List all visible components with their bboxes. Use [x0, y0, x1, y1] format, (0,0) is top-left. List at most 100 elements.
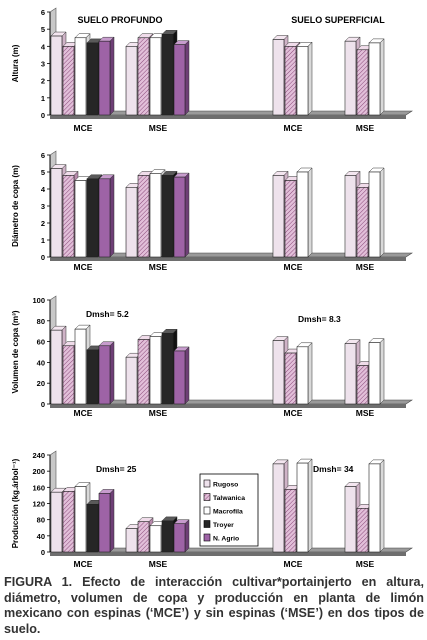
bar-macrofila	[296, 171, 309, 258]
y-tick-label: 0	[41, 253, 45, 262]
bar-talwanica	[284, 489, 297, 553]
category-label: MSE	[356, 559, 375, 569]
chart-panel-1: 0 1 2 3 4 5 6 Altura (m) MCE MSE MCE MSE SUELO PROFU…	[11, 7, 413, 133]
bar-macrofila	[368, 463, 381, 553]
bar-n-agrio	[173, 350, 186, 405]
y-tick-label: 2	[41, 77, 45, 86]
group-label: SUELO SUPERFICIAL	[291, 15, 385, 25]
bar-rugoso	[272, 340, 285, 405]
bar-side	[379, 459, 385, 553]
category-label: MCE	[74, 408, 93, 418]
bar-side	[184, 346, 190, 405]
legend-swatch	[203, 493, 211, 501]
bar-macrofila	[368, 42, 381, 116]
bar-rugoso	[344, 40, 357, 116]
category-label: MCE	[74, 123, 93, 133]
chart-panel-3: 0 20 40 60 80 100 Volumen de copa (m³) MCE MSE MC…	[11, 295, 413, 418]
y-tick-label: 2	[41, 219, 45, 228]
y-tick-label: 4	[41, 42, 46, 51]
bar-troyer	[161, 175, 174, 258]
bar-talwanica	[62, 491, 75, 553]
bar-rugoso	[272, 39, 285, 116]
bar-side	[109, 174, 115, 258]
legend-swatch	[203, 506, 211, 515]
y-tick-label: 80	[37, 317, 45, 326]
dmsh-annotation: Dmsh= 8.3	[298, 314, 341, 324]
y-axis-label: Volumen de copa (m³)	[11, 310, 20, 393]
category-label: MSE	[149, 408, 168, 418]
y-tick-label: 5	[41, 25, 45, 34]
bar-macrofila	[149, 525, 162, 553]
bar-macrofila	[296, 346, 309, 405]
bar-talwanica	[356, 49, 369, 116]
floor-edge	[50, 404, 406, 408]
legend-swatch	[203, 520, 211, 528]
category-label: MSE	[149, 559, 168, 569]
bar-side	[307, 167, 313, 258]
legend-swatch	[203, 479, 211, 488]
legend-label: N. Agrio	[213, 536, 239, 543]
bar-macrofila	[74, 37, 87, 116]
category-label: MCE	[74, 262, 93, 272]
bar-talwanica	[137, 175, 150, 258]
bar-troyer	[161, 520, 174, 553]
dmsh-annotation: Dmsh= 25	[96, 464, 137, 474]
bar-rugoso	[344, 175, 357, 258]
bar-n-agrio	[173, 176, 186, 258]
bar-macrofila	[149, 37, 162, 116]
bar-macrofila	[368, 342, 381, 405]
y-tick-label: 1	[41, 94, 45, 103]
y-tick-label: 0	[41, 111, 45, 120]
dmsh-annotation: Dmsh= 5.2	[86, 309, 129, 319]
y-tick-label: 240	[32, 451, 45, 460]
y-tick-label: 6	[41, 151, 45, 160]
y-tick-label: 0	[41, 400, 45, 409]
bar-macrofila	[368, 171, 381, 258]
y-tick-label: 80	[37, 516, 45, 525]
floor-edge	[50, 257, 406, 261]
bar-macrofila	[149, 173, 162, 258]
bar-n-agrio	[98, 40, 111, 116]
bar-talwanica	[284, 46, 297, 116]
y-tick-label: 0	[41, 548, 45, 557]
category-label: MCE	[74, 559, 93, 569]
bar-n-agrio	[98, 178, 111, 258]
y-tick-label: 200	[32, 467, 45, 476]
bar-rugoso	[125, 187, 138, 258]
category-label: MCE	[284, 559, 303, 569]
y-tick-label: 3	[41, 202, 45, 211]
y-tick-label: 1	[41, 236, 45, 245]
bar-side	[109, 341, 115, 405]
y-tick-label: 6	[41, 8, 45, 17]
bar-troyer	[86, 349, 99, 405]
y-tick-label: 160	[32, 483, 45, 492]
bar-side	[307, 458, 313, 553]
bar-troyer	[86, 42, 99, 116]
group-label: SUELO PROFUNDO	[77, 15, 162, 25]
bar-talwanica	[284, 352, 297, 405]
y-tick-label: 40	[37, 532, 45, 541]
bar-troyer	[161, 34, 174, 116]
category-label: MSE	[356, 262, 375, 272]
bar-macrofila	[74, 180, 87, 258]
figure-caption: FIGURA 1. Efecto de interacción cultivar…	[4, 575, 424, 637]
bar-talwanica	[62, 46, 75, 116]
bar-troyer	[86, 178, 99, 258]
legend-label: Rugoso	[213, 482, 238, 489]
y-axis-label: Diámetro de copa (m)	[11, 165, 20, 247]
category-label: MCE	[284, 123, 303, 133]
bar-rugoso	[344, 343, 357, 405]
y-tick-label: 100	[32, 296, 45, 305]
bar-macrofila	[296, 46, 309, 116]
bar-talwanica	[137, 521, 150, 553]
bar-talwanica	[137, 339, 150, 405]
dmsh-annotation: Dmsh= 34	[313, 464, 354, 474]
bar-rugoso	[50, 491, 63, 553]
bar-side	[184, 519, 190, 553]
bar-talwanica	[356, 508, 369, 553]
bar-rugoso	[50, 329, 63, 405]
bar-rugoso	[272, 175, 285, 258]
bar-side	[307, 41, 313, 116]
floor-edge	[50, 552, 406, 556]
